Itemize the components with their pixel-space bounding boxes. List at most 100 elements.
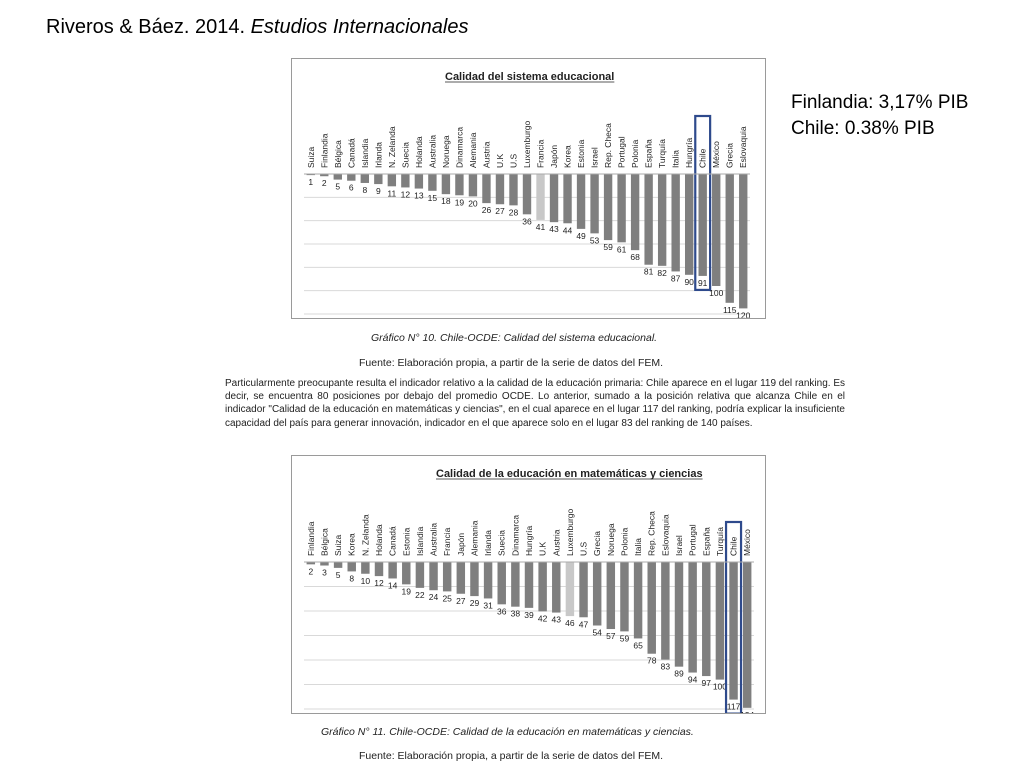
value-label: 94 bbox=[688, 675, 698, 685]
bar-espa-a bbox=[644, 174, 653, 265]
value-label: 26 bbox=[482, 205, 492, 215]
value-label: 78 bbox=[647, 656, 657, 666]
bar-finlandia bbox=[306, 562, 316, 565]
value-label: 5 bbox=[335, 182, 340, 192]
body-paragraph: Particularmente preocupante resulta el i… bbox=[225, 378, 845, 429]
category-label: Finlandia bbox=[306, 521, 316, 556]
category-label: Hungría bbox=[524, 525, 534, 556]
category-label: U.K bbox=[538, 542, 548, 557]
bar-portugal bbox=[617, 174, 626, 243]
bar-israel bbox=[590, 174, 599, 234]
category-label: Suecia bbox=[497, 530, 507, 556]
bar-eslovaquia bbox=[661, 562, 670, 660]
bar-turqu-a bbox=[715, 562, 725, 680]
value-label: 65 bbox=[633, 640, 643, 650]
note-finlandia: Finlandia: 3,17% PIB bbox=[791, 92, 969, 113]
category-label: Polonia bbox=[619, 527, 629, 556]
value-label: 91 bbox=[698, 278, 708, 288]
chart-1-svg: Calidad del sistema educacional 1 Suiza 2 Fi… bbox=[304, 71, 751, 318]
value-label: 81 bbox=[644, 267, 654, 277]
bar-italia bbox=[671, 174, 680, 272]
value-label: 36 bbox=[497, 606, 507, 616]
category-label: Estonia bbox=[576, 139, 586, 168]
value-label: 12 bbox=[374, 578, 384, 588]
bar-u-s bbox=[509, 174, 518, 206]
bar-francia bbox=[442, 562, 452, 592]
category-label: Grecia bbox=[592, 531, 602, 556]
category-label: Grecia bbox=[725, 143, 735, 168]
category-label: Luxemburgo bbox=[565, 508, 575, 556]
category-label: Chile bbox=[729, 536, 739, 556]
category-label: Portugal bbox=[617, 136, 627, 168]
category-label: Rep. Checa bbox=[647, 511, 657, 556]
value-label: 47 bbox=[579, 619, 589, 629]
value-label: 13 bbox=[414, 191, 424, 201]
chart-matematicas-ciencias: Calidad de la educación en matemáticas y… bbox=[291, 455, 766, 714]
bar-suiza bbox=[333, 562, 343, 568]
bar-turqu-a bbox=[657, 174, 667, 266]
category-label: Canadá bbox=[388, 526, 398, 556]
category-label: Austria bbox=[551, 529, 561, 556]
category-label: Islandia bbox=[415, 526, 425, 556]
bar-noruega bbox=[606, 562, 616, 630]
value-label: 68 bbox=[630, 252, 640, 262]
bar-holanda bbox=[414, 174, 424, 189]
value-label: 27 bbox=[456, 596, 466, 606]
value-label: 59 bbox=[603, 242, 613, 252]
bar-m-xico bbox=[742, 562, 752, 708]
bar-irlanda bbox=[374, 174, 383, 185]
bar-jap-n bbox=[456, 562, 466, 594]
bar-chile bbox=[698, 174, 707, 276]
category-label: Turquía bbox=[657, 139, 667, 168]
category-label: N. Zelanda bbox=[360, 514, 370, 556]
value-label: 82 bbox=[657, 268, 667, 278]
category-label: Korea bbox=[347, 533, 357, 556]
value-label: 27 bbox=[495, 206, 505, 216]
bar-estonia bbox=[402, 562, 411, 585]
bar-dinamarca bbox=[511, 562, 520, 607]
category-label: Italia bbox=[633, 538, 643, 556]
value-label: 24 bbox=[429, 592, 439, 602]
category-label: Italia bbox=[671, 150, 681, 168]
slide-title: Riveros & Báez. 2014. Estudios Internaci… bbox=[46, 16, 468, 39]
value-label: 9 bbox=[376, 186, 381, 196]
category-label: Francia bbox=[442, 527, 452, 556]
category-label: México bbox=[742, 529, 752, 556]
bar-n-zelanda bbox=[387, 174, 397, 187]
value-label: 120 bbox=[736, 310, 750, 318]
bar-u-k bbox=[495, 174, 505, 205]
bar-islandia bbox=[415, 562, 425, 588]
bar-luxemburgo bbox=[522, 174, 532, 215]
category-label: España bbox=[701, 527, 711, 556]
value-label: 54 bbox=[592, 628, 602, 638]
value-label: 15 bbox=[428, 193, 438, 203]
value-label: 38 bbox=[511, 609, 521, 619]
value-label: 25 bbox=[442, 593, 452, 603]
value-label: 36 bbox=[522, 216, 532, 226]
value-label: 42 bbox=[538, 613, 548, 623]
bar-polonia bbox=[630, 174, 640, 251]
bar-canad- bbox=[388, 562, 397, 579]
bar-b-lgica bbox=[320, 562, 329, 566]
value-label: 8 bbox=[349, 573, 354, 583]
category-label: Irlanda bbox=[483, 530, 493, 556]
category-label: Japón bbox=[549, 145, 559, 168]
category-label: Bélgica bbox=[319, 528, 329, 556]
bar-suecia bbox=[401, 174, 410, 188]
chart-2-svg: Calidad de la educación en matemáticas y… bbox=[304, 468, 755, 713]
value-label: 117 bbox=[727, 702, 741, 712]
bar-eslovaquia bbox=[739, 174, 748, 309]
value-label: 19 bbox=[402, 586, 412, 596]
chart-title: Calidad de la educación en matemáticas y… bbox=[436, 468, 703, 480]
category-label: Suiza bbox=[306, 146, 316, 168]
title-authors: Riveros & Báez. 2014. bbox=[46, 16, 245, 38]
category-label: Turquía bbox=[715, 527, 725, 556]
value-label: 10 bbox=[361, 576, 371, 586]
chile-highlight-box bbox=[694, 114, 712, 292]
value-label: 14 bbox=[388, 580, 398, 590]
category-label: Australia bbox=[427, 135, 437, 168]
figure2-source: Fuente: Elaboración propia, a partir de … bbox=[359, 750, 664, 762]
value-label: 97 bbox=[702, 678, 712, 688]
bar-austria bbox=[552, 562, 561, 613]
category-label: Israel bbox=[590, 147, 600, 168]
